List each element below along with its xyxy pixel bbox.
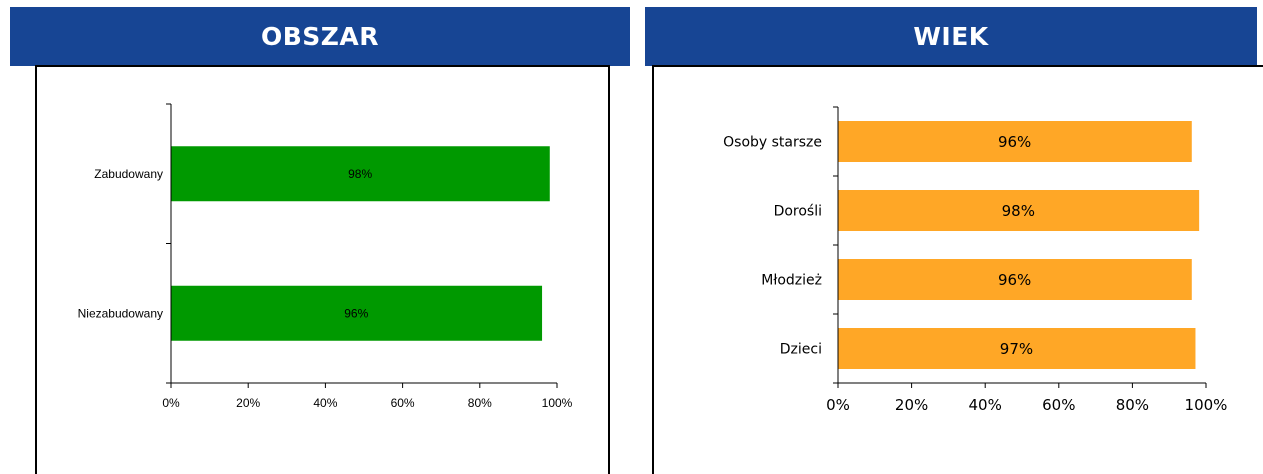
obszar-x-tick-label: 60% (391, 396, 415, 410)
obszar-data-label: 96% (344, 306, 368, 320)
panel-right-top-border (652, 65, 1263, 67)
obszar-category-label: Niezabudowany (78, 306, 163, 320)
obszar-x-tick-label: 40% (313, 396, 337, 410)
header-wiek: WIEK (645, 7, 1257, 66)
header-wiek-title: WIEK (913, 22, 989, 51)
header-obszar: OBSZAR (10, 7, 630, 66)
obszar-x-tick-label: 80% (468, 396, 492, 410)
header-obszar-title: OBSZAR (260, 22, 380, 51)
obszar-x-tick-label: 20% (236, 396, 260, 410)
obszar-category-label: Zabudowany (94, 167, 163, 181)
obszar-bar (171, 285, 543, 341)
panel-left-top-border (35, 65, 610, 67)
obszar-data-label: 98% (348, 167, 372, 181)
obszar-bar (171, 146, 550, 202)
obszar-x-tick-label: 100% (542, 396, 573, 410)
obszar-x-tick-label: 0% (162, 396, 180, 410)
